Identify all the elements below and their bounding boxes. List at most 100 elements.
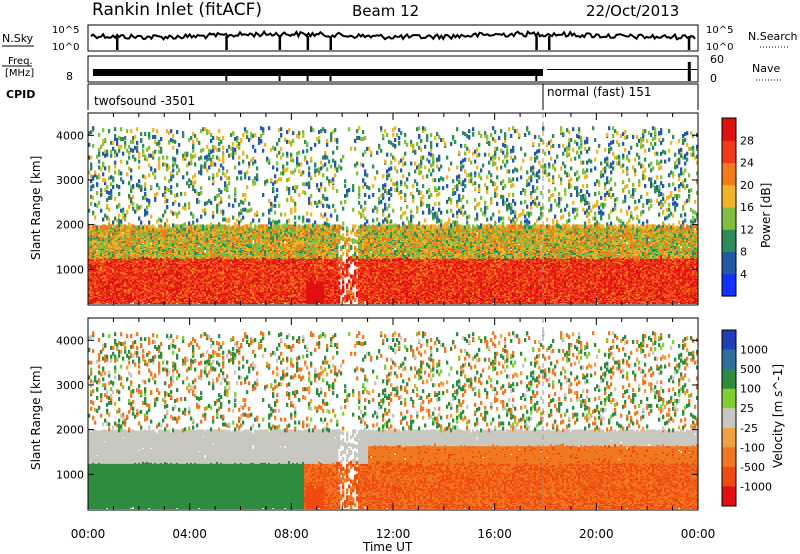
power-cell — [92, 144, 94, 148]
power-cell — [104, 224, 106, 228]
nsky-spike-0 — [116, 36, 119, 50]
power-cell — [108, 166, 110, 170]
power-cell — [106, 225, 108, 229]
freq-panel: Freq. [MHz] 8 60 0 Nave — [2, 53, 782, 85]
power-cell — [100, 167, 102, 171]
power-cell — [100, 225, 102, 229]
nsky-spike-5 — [535, 36, 538, 50]
power-cell — [90, 130, 92, 134]
nsky-label: N.Sky — [2, 32, 34, 45]
power-cell — [94, 203, 96, 207]
power-cell — [98, 148, 100, 152]
power-cell — [96, 230, 98, 234]
nsky-line — [91, 32, 695, 40]
plot-canvas: Rankin Inlet (fitACF) Beam 12 22/Oct/201… — [0, 0, 800, 554]
nsky-tick-top: 10^5 — [52, 25, 79, 36]
nave-spike — [688, 62, 691, 81]
power-cell — [102, 128, 104, 132]
power-cell — [104, 188, 106, 192]
nsky-spike-6 — [548, 36, 551, 50]
power-cell — [102, 162, 104, 166]
nave-label: Nave — [752, 62, 780, 75]
power-cell — [90, 163, 92, 167]
power-cell — [90, 185, 92, 189]
nave-tick-bottom: 0 — [710, 72, 717, 85]
power-cell — [100, 188, 102, 192]
freq-trace — [93, 69, 543, 76]
power-cell — [108, 191, 110, 195]
nsearch-label: N.Search — [748, 30, 798, 43]
freq-trace-late — [547, 69, 697, 70]
power-cell — [108, 218, 110, 222]
power-cell — [92, 240, 94, 244]
power-cell — [104, 166, 106, 170]
power-cell — [102, 139, 104, 143]
power-cell — [106, 150, 108, 154]
power-cell — [92, 196, 94, 200]
power-cell — [96, 251, 98, 255]
power-cell — [98, 160, 100, 164]
power-cell — [102, 178, 104, 182]
power-cell — [90, 156, 92, 160]
power-cell — [98, 173, 100, 177]
nsky-tick-bottom: 10^0 — [52, 42, 79, 53]
nsky-panel: N.Sky 10^5 10^0 10^5 10^0 N.Search — [2, 25, 798, 53]
nsky-spike-4 — [330, 36, 333, 50]
freq-label: Freq. — [8, 56, 33, 67]
power-cell — [98, 153, 100, 157]
freq-gap-1 — [279, 69, 281, 81]
power-cell — [92, 175, 94, 179]
power-cell — [106, 216, 108, 220]
power-cell — [92, 211, 94, 215]
power-cell — [90, 195, 92, 199]
power-cell — [106, 204, 108, 208]
power-cell — [106, 198, 108, 202]
freq-unit: [MHz] — [5, 68, 34, 79]
power-cell — [90, 226, 92, 230]
cpid-mode-1: twofsound -3501 — [94, 94, 195, 108]
nsky-spike-7 — [688, 36, 691, 50]
nsky-trace — [91, 32, 695, 50]
power-cell — [92, 126, 94, 130]
power-cell — [106, 185, 108, 189]
nsearch-tick-top: 10^5 — [706, 25, 733, 36]
power-cell — [94, 224, 96, 228]
power-cell — [102, 152, 104, 156]
power-cell — [94, 170, 96, 174]
nsky-spike-1 — [225, 36, 228, 50]
beam-title: Beam 12 — [352, 2, 419, 20]
power-cell — [106, 190, 108, 194]
power-cell — [96, 155, 98, 159]
freq-gap-2 — [307, 69, 309, 81]
power-cell — [100, 209, 102, 213]
power-cell — [96, 204, 98, 208]
power-cell — [104, 214, 106, 218]
power-cell — [102, 228, 104, 232]
freq-gap-0 — [225, 69, 227, 81]
station-title: Rankin Inlet (fitACF) — [92, 0, 262, 20]
cpid-panel: CPID twofsound -3501 normal (fast) 151 — [6, 84, 698, 110]
power-cell — [100, 145, 102, 149]
power-cell — [104, 150, 106, 154]
power-cell — [98, 133, 100, 137]
power-cell — [98, 225, 100, 229]
freq-tick: 8 — [66, 70, 73, 83]
freq-gap-3 — [330, 69, 332, 81]
power-cell — [102, 218, 104, 222]
power-cell — [94, 216, 96, 220]
power-cell — [98, 243, 100, 247]
power-cell — [108, 129, 110, 133]
nave-tick-top: 60 — [710, 53, 724, 66]
power-cell — [96, 191, 98, 195]
power-cell — [102, 224, 104, 228]
freq-gap-4 — [535, 69, 537, 81]
nsky-spike-3 — [307, 36, 310, 50]
nsky-spike-2 — [279, 36, 282, 50]
power-cell — [90, 174, 92, 178]
power-cell — [104, 138, 106, 142]
power-cell — [96, 182, 98, 186]
power-cell — [90, 202, 92, 206]
cpid-label: CPID — [6, 88, 35, 101]
power-cell — [108, 176, 110, 180]
